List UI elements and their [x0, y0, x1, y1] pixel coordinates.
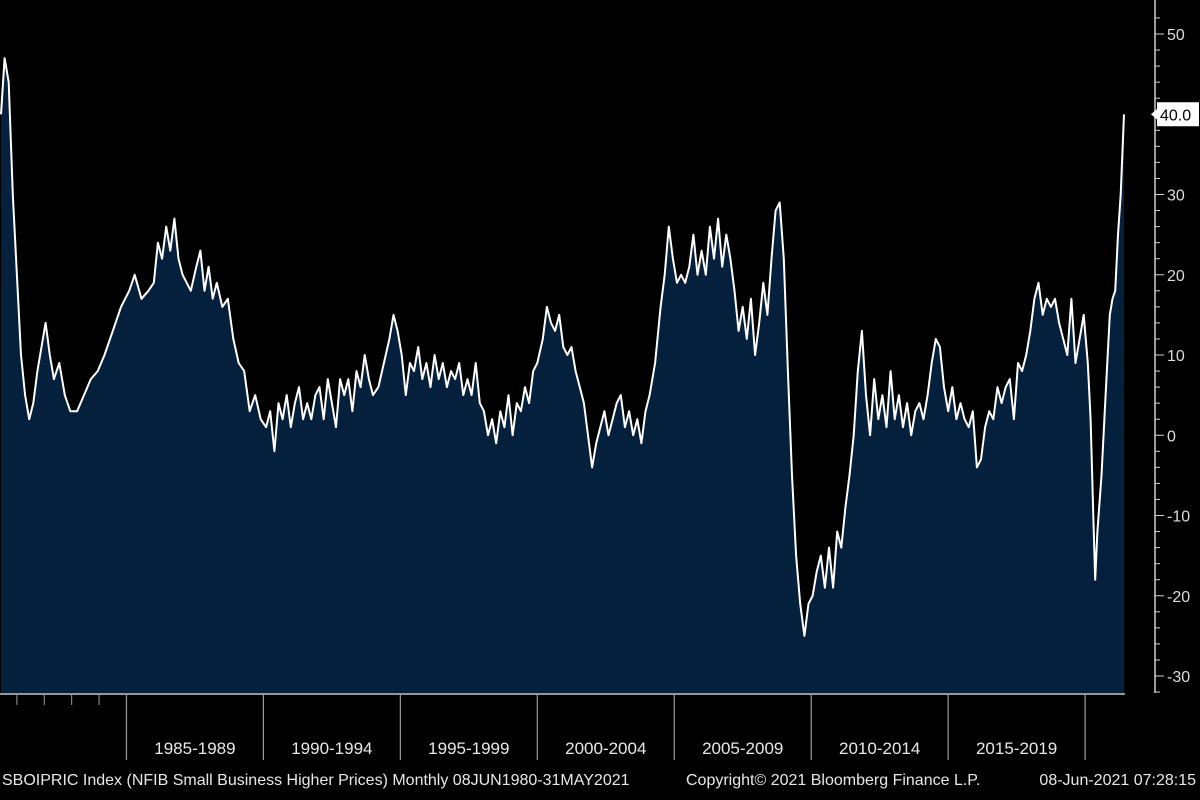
series-line — [0, 57, 1125, 637]
y-tick-label: -10 — [1167, 509, 1190, 526]
footer-copyright: Copyright© 2021 Bloomberg Finance L.P. — [686, 772, 981, 789]
last-value-badge — [1157, 102, 1199, 127]
chart-footer: SBOIPRIC Index (NFIB Small Business High… — [0, 766, 1200, 800]
y-tick-label: -30 — [1167, 669, 1190, 686]
x-category-label: 2010-2014 — [839, 739, 920, 758]
x-category-label: 2005-2009 — [702, 739, 783, 758]
x-category-label: 1995-1999 — [428, 739, 509, 758]
x-category-label: 2000-2004 — [565, 739, 646, 758]
y-tick-label: 10 — [1167, 348, 1185, 365]
x-category-label: 1985-1989 — [154, 739, 235, 758]
x-category-label: 1990-1994 — [291, 739, 372, 758]
footer-timestamp: 08-Jun-2021 07:28:15 — [1039, 772, 1196, 789]
footer-index-description: SBOIPRIC Index (NFIB Small Business High… — [2, 772, 630, 789]
y-tick-label: 20 — [1167, 268, 1185, 285]
x-category-label: 2015-2019 — [976, 739, 1057, 758]
last-value-label: 40.0 — [1160, 107, 1191, 124]
y-tick-label: 0 — [1167, 428, 1176, 445]
y-tick-label: -20 — [1167, 589, 1190, 606]
last-value-pointer — [1151, 108, 1158, 121]
y-tick-label: 50 — [1167, 27, 1185, 44]
y-tick-label: 30 — [1167, 188, 1185, 205]
